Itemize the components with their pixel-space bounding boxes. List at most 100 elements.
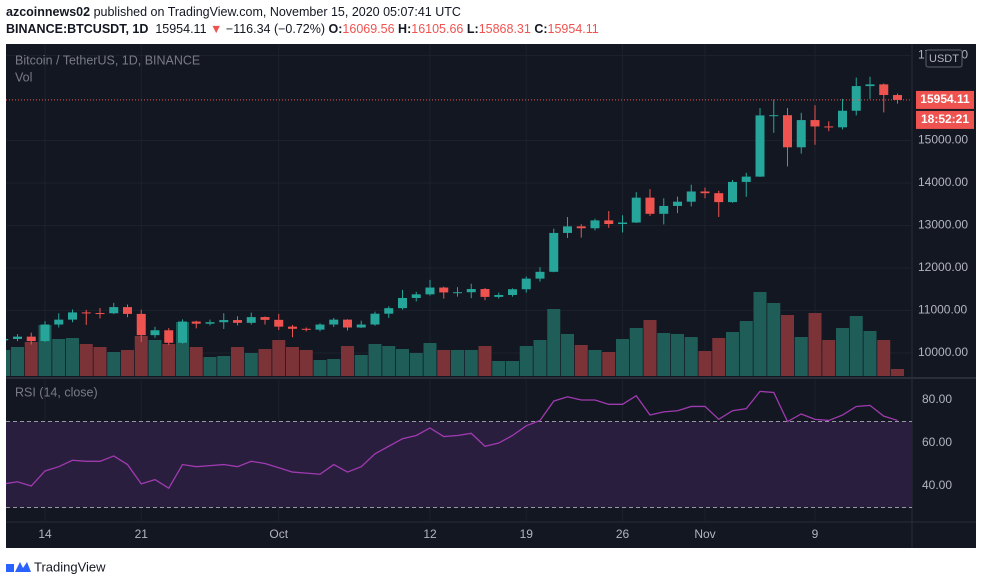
candle-body xyxy=(54,319,64,325)
h-value: 16105.66 xyxy=(411,22,464,36)
rsi-tick-label: 80.00 xyxy=(922,392,952,406)
brand: TradingView xyxy=(34,559,106,574)
volume-bar xyxy=(629,328,643,376)
x-tick-label: 12 xyxy=(423,527,437,541)
candle-body xyxy=(81,312,91,314)
volume-bar xyxy=(836,328,849,376)
volume-bar xyxy=(121,350,134,376)
volume-bar xyxy=(684,337,698,376)
candle-body xyxy=(893,95,902,100)
y-tick-label: 12000.00 xyxy=(918,260,968,274)
rsi-label: RSI (14, close) xyxy=(15,385,98,399)
candle-body xyxy=(109,307,119,314)
candle-body xyxy=(260,317,270,320)
volume-bar xyxy=(396,349,409,376)
candle-body xyxy=(26,336,36,342)
candle-body xyxy=(480,289,490,297)
volume-bar xyxy=(849,316,863,376)
candle-body xyxy=(191,321,201,324)
candle-body xyxy=(576,226,586,229)
rsi-tick-label: 40.00 xyxy=(922,478,952,492)
candle-body xyxy=(329,319,339,325)
countdown: 18:52:21 xyxy=(921,112,969,126)
volume-bar xyxy=(547,309,561,376)
volume-bar xyxy=(478,346,492,376)
candle-body xyxy=(466,289,476,293)
rsi-tick-label: 60.00 xyxy=(922,435,952,449)
volume-bar xyxy=(409,353,423,376)
y-tick-label: 11000.00 xyxy=(918,303,967,317)
change: −116.34 (−0.72%) xyxy=(225,22,326,36)
volume-bar xyxy=(574,345,588,376)
currency-box xyxy=(925,49,963,68)
volume-bar xyxy=(712,338,726,376)
volume-bar xyxy=(533,340,547,376)
candle-body xyxy=(40,324,50,342)
countdown-box xyxy=(916,110,974,129)
c-label: C: xyxy=(534,22,548,36)
volume-bar xyxy=(286,347,299,376)
volume-bar xyxy=(368,344,382,376)
candle-body xyxy=(755,115,765,177)
volume-bar xyxy=(382,346,396,376)
candle-body xyxy=(714,193,724,203)
volume-bar xyxy=(726,332,739,376)
c-value: 15954.11 xyxy=(547,22,599,36)
candle-body xyxy=(838,110,847,128)
candle-body xyxy=(95,313,105,315)
candle-body xyxy=(659,205,669,214)
x-tick-label: 14 xyxy=(38,527,52,541)
volume-bar xyxy=(272,340,286,376)
candle-body xyxy=(810,120,820,127)
symbol-line: BINANCE:BTCUSDT, 1D 15954.11 ▼ −116.34 (… xyxy=(6,22,599,36)
o-value: 16069.56 xyxy=(342,22,395,36)
volume-bar xyxy=(464,350,478,376)
candle-body xyxy=(288,326,297,329)
volume-bar xyxy=(203,357,217,376)
volume-bar xyxy=(52,339,66,376)
volume-bar xyxy=(11,347,24,376)
volume-bar xyxy=(327,359,341,376)
logo-icon xyxy=(6,562,31,572)
candle-body xyxy=(219,320,229,323)
volume-bar xyxy=(134,336,148,376)
candle-body xyxy=(178,321,187,343)
volume-bar xyxy=(451,350,464,376)
volume-bar xyxy=(657,333,671,376)
candle-body xyxy=(411,294,421,298)
volume-bar xyxy=(423,343,437,376)
candle-body xyxy=(136,313,146,336)
volume-bar xyxy=(258,349,272,376)
volume-bar xyxy=(698,351,712,376)
candle-body xyxy=(604,220,614,225)
candle-body xyxy=(521,278,531,290)
candle-body xyxy=(796,120,806,148)
candle-body xyxy=(398,297,407,309)
volume-bar xyxy=(616,339,629,376)
candle-body xyxy=(645,197,655,214)
last-price-box xyxy=(916,90,974,109)
x-tick-label: 9 xyxy=(812,527,819,541)
candle-body xyxy=(631,197,641,223)
candle-body xyxy=(494,294,504,297)
x-tick-label: 19 xyxy=(520,527,534,541)
volume-bar xyxy=(437,350,451,376)
candle-body xyxy=(741,176,751,182)
candle-body xyxy=(164,330,174,343)
last-price-label: 15954.11 xyxy=(920,92,970,106)
candle-body xyxy=(233,320,242,323)
volume-bar xyxy=(602,352,616,376)
y-tick-label: 15000.00 xyxy=(918,133,968,147)
candle-body xyxy=(205,322,215,324)
volume-bar xyxy=(781,315,794,376)
volume-bar xyxy=(671,334,684,376)
candle-body xyxy=(370,313,380,325)
volume-bar xyxy=(231,347,244,376)
x-tick-label: 21 xyxy=(135,527,149,541)
candle-body xyxy=(563,226,572,233)
volume-bar xyxy=(506,361,519,376)
volume-bar xyxy=(891,369,904,376)
candle-body xyxy=(590,220,600,229)
volume-bar xyxy=(189,347,203,376)
